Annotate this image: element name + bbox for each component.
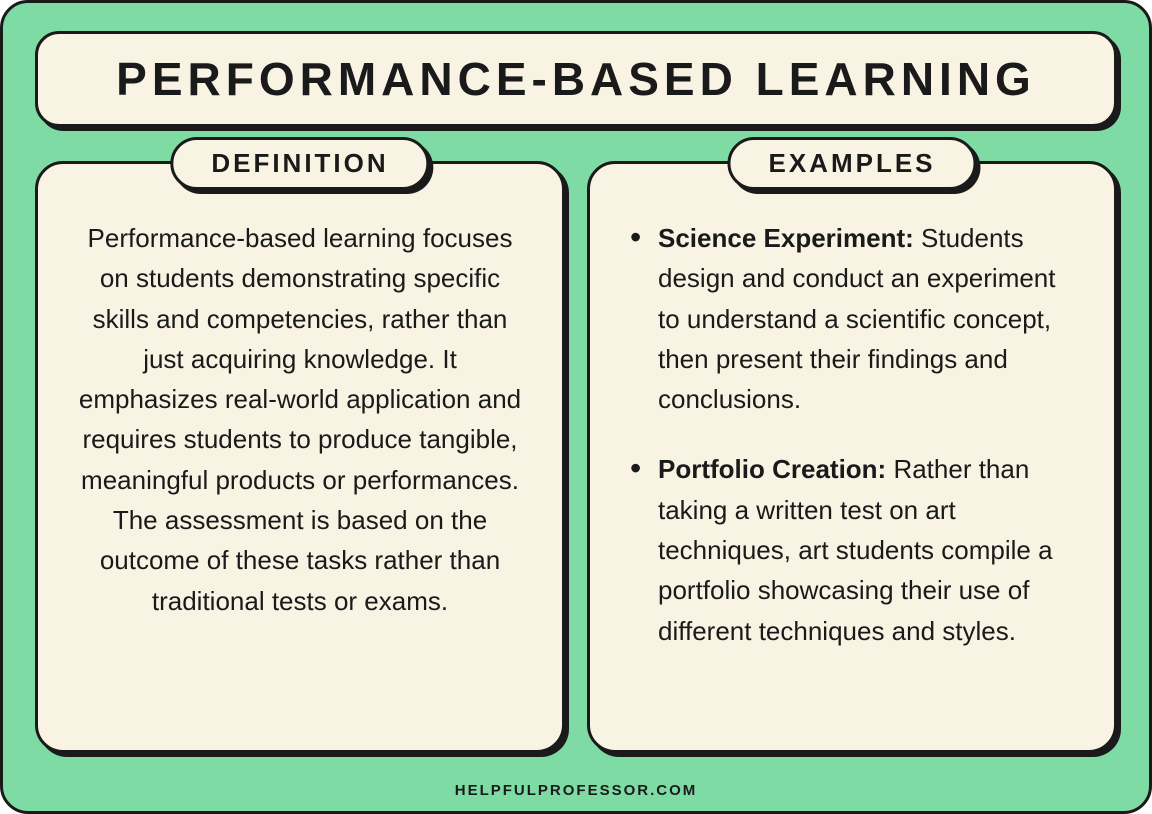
footer-attribution: HELPFULPROFESSOR.COM xyxy=(3,782,1149,799)
examples-card: Science Experiment: Students design and … xyxy=(587,161,1117,753)
definition-column: DEFINITION Performance-based learning fo… xyxy=(35,161,565,753)
main-title: PERFORMANCE-BASED LEARNING xyxy=(58,52,1094,106)
example-title: Portfolio Creation: xyxy=(658,454,886,484)
examples-column: EXAMPLES Science Experiment: Students de… xyxy=(587,161,1117,753)
definition-label: DEFINITION xyxy=(211,148,388,179)
examples-pill: EXAMPLES xyxy=(727,137,976,190)
title-box: PERFORMANCE-BASED LEARNING xyxy=(35,31,1117,127)
definition-body: Performance-based learning focuses on st… xyxy=(72,218,528,621)
columns-row: DEFINITION Performance-based learning fo… xyxy=(35,161,1117,753)
list-item: Portfolio Creation: Rather than taking a… xyxy=(630,449,1080,650)
infographic-frame: PERFORMANCE-BASED LEARNING DEFINITION Pe… xyxy=(0,0,1152,814)
definition-pill: DEFINITION xyxy=(170,137,429,190)
example-title: Science Experiment: xyxy=(658,223,914,253)
definition-card: Performance-based learning focuses on st… xyxy=(35,161,565,753)
list-item: Science Experiment: Students design and … xyxy=(630,218,1080,419)
examples-label: EXAMPLES xyxy=(768,148,935,179)
examples-list: Science Experiment: Students design and … xyxy=(624,218,1080,651)
